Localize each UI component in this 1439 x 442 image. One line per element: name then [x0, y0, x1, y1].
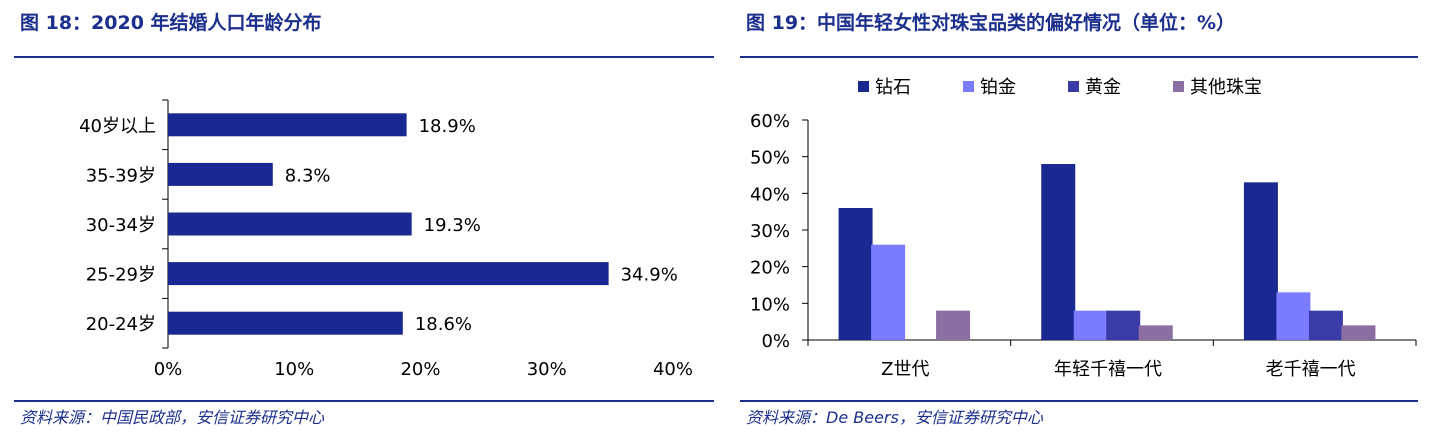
legend-swatch	[963, 81, 974, 92]
x-tick-label: 30%	[527, 359, 567, 380]
x-category-label: 年轻千禧一代	[1054, 359, 1162, 380]
category-label: 25-29岁	[86, 265, 156, 286]
legend-label: 其他珠宝	[1190, 77, 1262, 98]
legend-label: 黄金	[1085, 77, 1121, 98]
category-label: 35-39岁	[86, 165, 156, 186]
left-title-rule	[14, 56, 714, 58]
y-tick-label: 50%	[750, 148, 790, 169]
y-tick-label: 60%	[750, 111, 790, 132]
left-bar-chart: 40岁以上 18.9% 35-39岁 8.3% 30-34岁 19.3% 25-29岁 34.…	[79, 99, 693, 380]
y-tick-label: 20%	[750, 258, 790, 279]
bar	[168, 311, 403, 335]
legend-swatch	[1068, 81, 1079, 92]
bar	[1341, 325, 1376, 340]
data-label: 34.9%	[621, 265, 678, 286]
y-tick-label: 10%	[750, 294, 790, 315]
data-label: 18.6%	[415, 314, 472, 335]
x-category-label: 老千禧一代	[1266, 359, 1356, 380]
bar	[936, 310, 971, 340]
legend-label: 铂金	[980, 77, 1016, 98]
right-figure-panel: 图 19：中国年轻女性对珠宝品类的偏好情况（单位：%） 钻石 铂金 黄金 其他珠宝 0%…	[740, 0, 1439, 442]
x-tick-label: 10%	[274, 359, 314, 380]
right-figure-title: 图 19：中国年轻女性对珠宝品类的偏好情况（单位：%）	[746, 12, 1236, 34]
left-figure-title: 图 18：2020 年结婚人口年龄分布	[20, 12, 322, 34]
right-source-note: 资料来源：De Beers，安信证券研究中心	[746, 408, 1043, 427]
x-tick-label: 40%	[653, 359, 693, 380]
bar	[1106, 310, 1141, 340]
x-tick-label: 20%	[400, 359, 440, 380]
bar	[1276, 292, 1311, 340]
left-source-rule	[14, 400, 714, 402]
bar	[168, 113, 407, 137]
category-label: 30-34岁	[86, 215, 156, 236]
right-title-rule	[740, 56, 1418, 58]
bar	[168, 162, 273, 186]
y-tick-label: 30%	[750, 221, 790, 242]
category-label: 40岁以上	[79, 116, 156, 137]
category-label: 20-24岁	[86, 314, 156, 335]
bar	[838, 208, 873, 340]
y-tick-label: 0%	[761, 331, 790, 352]
bar	[168, 262, 609, 286]
data-label: 18.9%	[419, 116, 476, 137]
data-label: 8.3%	[285, 165, 331, 186]
bar	[1138, 325, 1173, 340]
legend-swatch	[1173, 81, 1184, 92]
bar	[1073, 310, 1108, 340]
y-tick-label: 40%	[750, 184, 790, 205]
x-category-label: Z世代	[881, 359, 929, 380]
right-bar-chart: 钻石 铂金 黄金 其他珠宝 0% 10% 20% 30% 40% 50% 60% Z世代 年轻千禧一代 老…	[750, 77, 1417, 380]
right-source-rule	[740, 400, 1418, 402]
bar	[1243, 182, 1278, 340]
legend-label: 钻石	[875, 77, 911, 98]
x-tick-label: 0%	[154, 359, 183, 380]
legend-swatch	[858, 81, 869, 92]
bar	[1308, 310, 1343, 340]
bar	[1041, 164, 1076, 340]
data-label: 19.3%	[424, 215, 481, 236]
bar	[871, 244, 906, 340]
left-figure-panel: 图 18：2020 年结婚人口年龄分布 40岁以上 18.9% 35-39岁 8.3%…	[0, 0, 716, 442]
bar	[168, 212, 412, 236]
left-source-note: 资料来源：中国民政部，安信证券研究中心	[20, 408, 325, 427]
